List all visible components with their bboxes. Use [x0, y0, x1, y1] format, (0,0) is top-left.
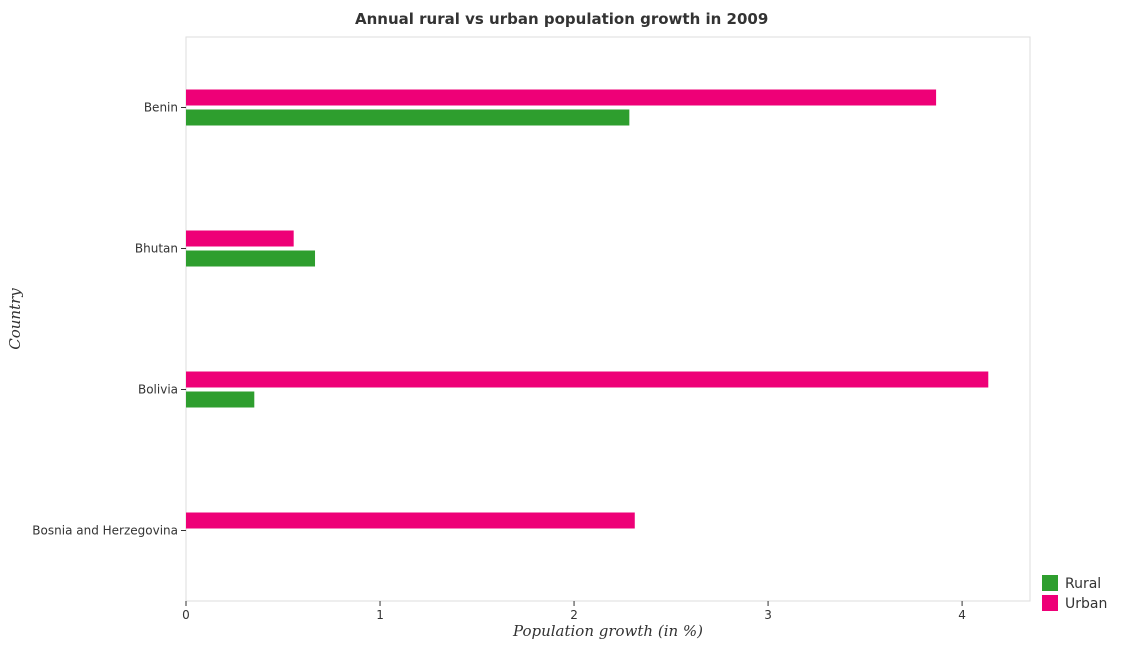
- legend-swatch-rural: [1042, 575, 1058, 591]
- y-tick-label: Bosnia and Herzegovina: [32, 524, 178, 538]
- y-axis-label: Country: [6, 288, 24, 350]
- bar-rural-bhutan: [186, 250, 316, 267]
- bar-rural-bolivia: [186, 391, 255, 408]
- x-axis-label: Population growth (in %): [512, 622, 703, 640]
- bars: [186, 89, 989, 529]
- y-axis-ticks: Benin Bhutan Bolivia Bosnia and Herzegovina: [32, 101, 186, 538]
- x-tick-label: 4: [958, 608, 966, 622]
- y-tick-label: Bolivia: [138, 383, 178, 397]
- bar-urban-bosnia-and-herzegovina: [186, 512, 635, 529]
- x-tick-label: 3: [764, 608, 772, 622]
- bar-urban-benin: [186, 89, 937, 106]
- y-tick-label: Benin: [144, 101, 178, 115]
- legend-label-urban: Urban: [1065, 596, 1107, 612]
- x-tick-label: 1: [376, 608, 384, 622]
- bar-rural-benin: [186, 109, 630, 126]
- chart-title: Annual rural vs urban population growth …: [355, 10, 768, 28]
- x-tick-label: 2: [570, 608, 578, 622]
- legend-label-rural: Rural: [1065, 576, 1101, 592]
- legend: Rural Urban: [1042, 575, 1107, 612]
- x-tick-label: 0: [182, 608, 190, 622]
- bar-urban-bhutan: [186, 230, 294, 247]
- x-axis-ticks: 0 1 2 3 4: [182, 601, 966, 622]
- bar-urban-bolivia: [186, 371, 989, 388]
- legend-swatch-urban: [1042, 595, 1058, 611]
- y-tick-label: Bhutan: [135, 242, 178, 256]
- plot-area: [185, 36, 1031, 602]
